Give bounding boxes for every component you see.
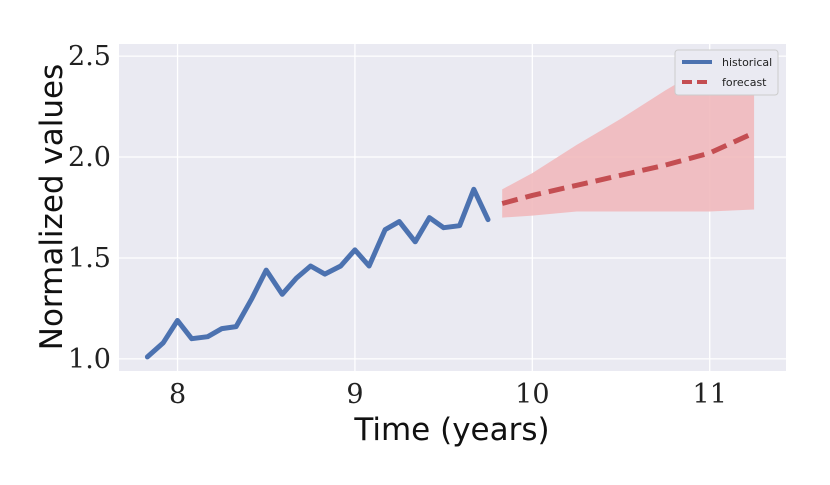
y-axis-ticks: 1.0 1.5 2.0 2.5 <box>68 41 111 375</box>
x-tick-label: 9 <box>346 379 363 410</box>
x-tick-label: 11 <box>693 379 727 410</box>
x-tick-label: 10 <box>515 379 549 410</box>
historical-line <box>144 186 491 360</box>
y-tick-label: 2.5 <box>68 41 111 72</box>
x-tick-label: 8 <box>169 379 186 410</box>
y-tick-label: 1.5 <box>68 243 111 274</box>
y-axis-label: Normalized values <box>34 64 70 350</box>
legend-forecast-label: forecast <box>722 76 767 89</box>
forecast-band <box>502 64 755 218</box>
x-axis-ticks: 8 9 10 11 <box>169 379 727 410</box>
legend-historical-label: historical <box>722 56 772 69</box>
x-axis-label: Time (years) <box>353 412 549 448</box>
legend: historical forecast <box>674 49 779 96</box>
forecast-uncertainty-band <box>502 64 755 218</box>
series-lines <box>144 130 756 360</box>
y-tick-label: 2.0 <box>68 142 111 173</box>
forecast-line <box>501 130 756 206</box>
y-tick-label: 1.0 <box>68 344 111 375</box>
